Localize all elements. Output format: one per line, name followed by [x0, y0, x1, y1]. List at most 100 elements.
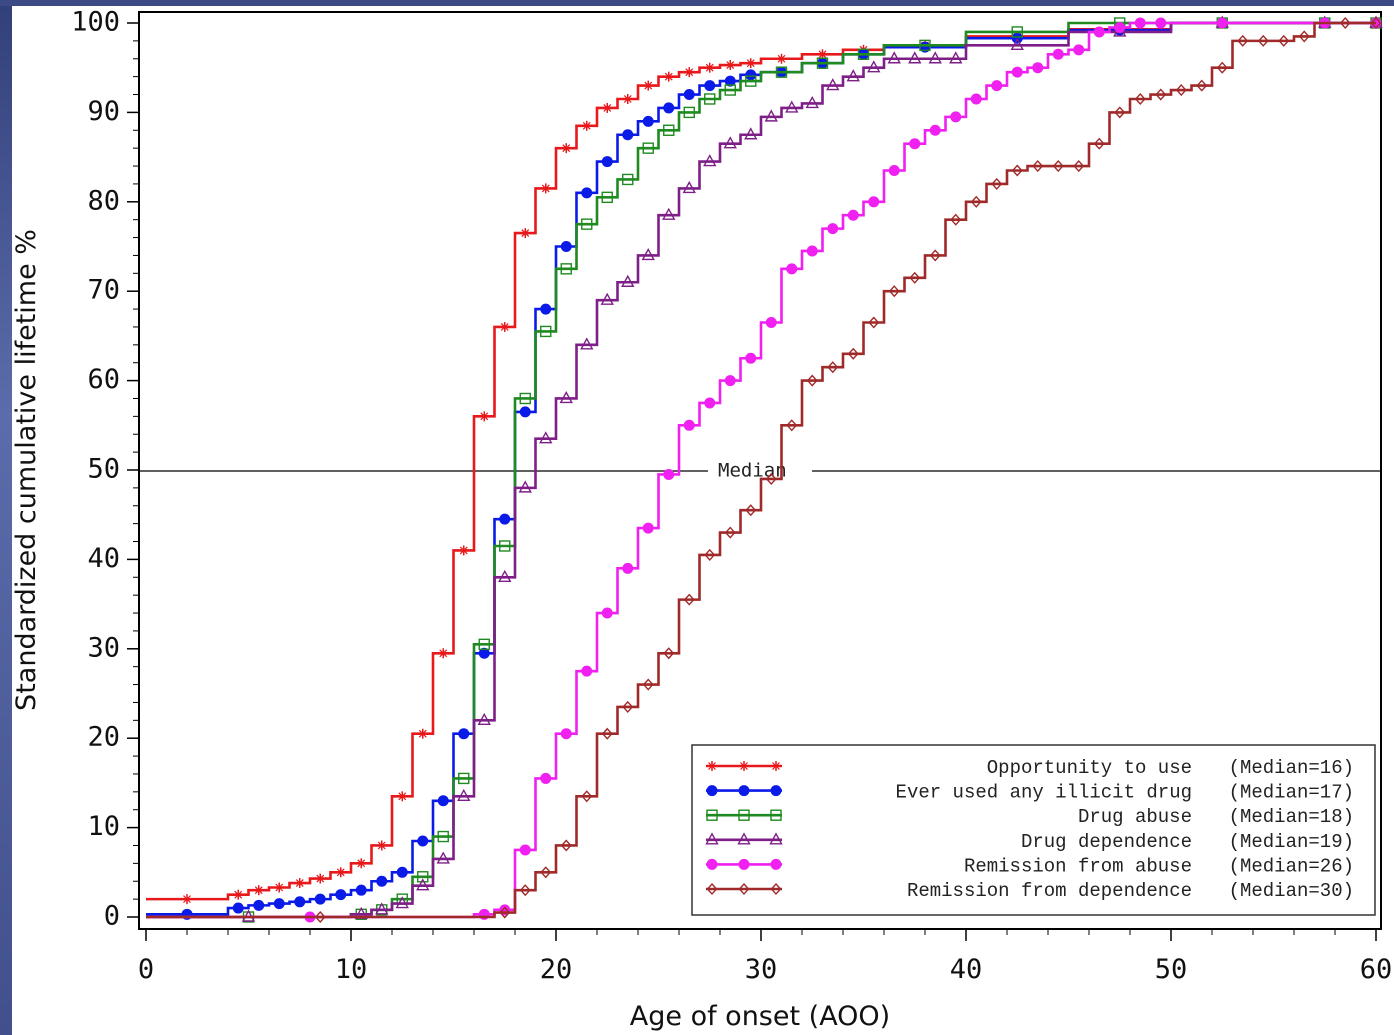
remission-from-abuse-marker — [1011, 66, 1023, 78]
ever-used-illicit-drug-marker — [499, 513, 511, 525]
legend-remission-from-abuse-marker — [770, 858, 782, 870]
remission-from-abuse-marker — [1114, 21, 1126, 33]
y-axis: 0 10 20 30 40 50 60 70 80 90 100 — [71, 7, 139, 932]
legend-remission-from-abuse-marker — [706, 858, 718, 870]
drug-abuse-marker — [622, 173, 634, 186]
opportunity-to-use-marker — [417, 728, 428, 739]
y-tick-label: 40 — [87, 543, 120, 574]
remission-from-abuse-marker — [745, 352, 757, 364]
drug-abuse-marker — [519, 392, 531, 405]
remission-from-dependence-marker — [1011, 164, 1023, 177]
remission-from-abuse-marker — [765, 316, 777, 328]
legend-item-remission-from-dependence: Remission from dependence (Median=30) — [706, 880, 1354, 902]
x-tick-label: 10 — [335, 954, 368, 985]
drug-dependence-marker — [887, 51, 901, 64]
y-tick-label: 100 — [71, 7, 120, 38]
remission-from-dependence-marker — [1175, 84, 1187, 97]
series-opportunity-to-use — [146, 18, 1381, 905]
drug-dependence-step-line — [146, 21, 1376, 919]
remission-from-dependence-marker — [1134, 92, 1146, 106]
remission-from-abuse-marker — [827, 223, 839, 235]
legend-median: (Median=30) — [1229, 880, 1354, 902]
drug-dependence-marker — [354, 906, 368, 920]
drug-dependence-marker — [457, 788, 471, 802]
opportunity-to-use-marker — [356, 858, 367, 869]
legend-label: Remission from dependence — [907, 880, 1192, 902]
remission-from-abuse-marker — [847, 209, 859, 221]
y-tick-label: 90 — [87, 96, 120, 127]
drug-abuse-marker — [857, 48, 870, 60]
opportunity-to-use-marker — [253, 885, 264, 896]
drug-dependence-marker — [805, 96, 819, 109]
remission-from-abuse-marker — [601, 607, 613, 619]
legend-item-remission-from-abuse: Remission from abuse (Median=26) — [706, 855, 1354, 877]
median-label-background — [708, 455, 812, 481]
slide-left-border — [0, 0, 12, 1035]
legend-opportunity-to-use-marker — [707, 761, 717, 771]
remission-from-abuse-marker — [786, 263, 798, 275]
legend-median: (Median=26) — [1229, 855, 1354, 877]
drug-dependence-marker — [867, 60, 881, 73]
legend: Opportunity to use (Median=16) Ever used a… — [691, 744, 1376, 916]
drug-abuse-marker — [775, 66, 788, 78]
opportunity-to-use-marker — [294, 878, 305, 889]
drug-dependence-marker — [436, 851, 450, 864]
remission-from-dependence-marker — [1278, 34, 1290, 47]
ever-used-illicit-drug-marker — [478, 647, 490, 659]
drug-dependence-marker — [846, 69, 860, 82]
ever-used-illicit-drug-marker — [376, 875, 388, 887]
x-tick-label: 30 — [745, 954, 778, 985]
remission-from-dependence-marker — [991, 177, 1003, 190]
drug-dependence-marker — [641, 247, 655, 261]
drug-abuse-marker — [581, 218, 593, 230]
ever-used-illicit-drug-marker — [458, 728, 470, 740]
remission-from-abuse-marker — [622, 562, 634, 574]
remission-from-abuse-marker — [540, 772, 552, 784]
opportunity-to-use-marker — [622, 93, 633, 104]
opportunity-to-use-marker — [182, 894, 192, 905]
opportunity-to-use-marker — [479, 411, 490, 422]
x-tick-label: 20 — [540, 954, 573, 985]
legend-ever-used-illicit-drug-marker — [770, 785, 782, 797]
remission-from-dependence-marker — [499, 906, 511, 919]
drug-abuse-marker — [683, 106, 695, 119]
drug-dependence-marker — [764, 109, 778, 122]
legend-label: Ever used any illicit drug — [896, 782, 1192, 804]
legend-item-opportunity-to-use: Opportunity to use (Median=16) — [706, 757, 1354, 779]
drug-abuse-marker — [1011, 26, 1023, 38]
opportunity-to-use-marker — [315, 873, 326, 884]
drug-abuse-marker — [724, 84, 736, 96]
drug-dependence-marker — [580, 337, 594, 350]
ever-used-illicit-drug-marker — [581, 187, 593, 199]
drug-abuse-marker — [458, 772, 470, 785]
ever-used-illicit-drug-marker — [540, 303, 552, 315]
remission-from-abuse-marker — [868, 196, 880, 208]
opportunity-to-use-step-line — [146, 21, 1376, 901]
remission-from-dependence-marker — [827, 361, 839, 374]
drug-dependence-marker — [826, 78, 840, 91]
remission-from-dependence-marker — [745, 504, 757, 517]
drug-dependence-marker — [928, 51, 942, 64]
series-drug-dependence — [146, 15, 1383, 922]
remission-from-abuse-marker — [1155, 17, 1167, 29]
opportunity-to-use-marker — [684, 67, 695, 78]
drug-dependence-marker — [498, 569, 512, 582]
opportunity-to-use-marker — [335, 867, 346, 878]
remission-from-dependence-marker — [765, 472, 777, 485]
drug-dependence-marker — [539, 431, 553, 444]
opportunity-to-use-marker — [274, 882, 285, 893]
x-tick-label: 40 — [950, 954, 983, 985]
remission-from-dependence-marker — [642, 678, 654, 691]
y-tick-label: 70 — [87, 275, 120, 306]
opportunity-to-use-marker — [376, 840, 387, 851]
remission-from-dependence-marker — [1196, 79, 1208, 92]
remission-from-dependence-marker — [806, 374, 818, 387]
legend-item-drug-dependence: Drug dependence (Median=19) — [705, 831, 1354, 853]
drug-abuse-marker — [919, 39, 931, 52]
remission-from-dependence-marker — [519, 884, 531, 897]
ever-used-illicit-drug-marker — [335, 889, 347, 901]
legend-remission-from-abuse-marker — [738, 858, 750, 870]
remission-from-dependence-marker — [1093, 137, 1105, 150]
remission-from-abuse-marker — [560, 728, 572, 740]
